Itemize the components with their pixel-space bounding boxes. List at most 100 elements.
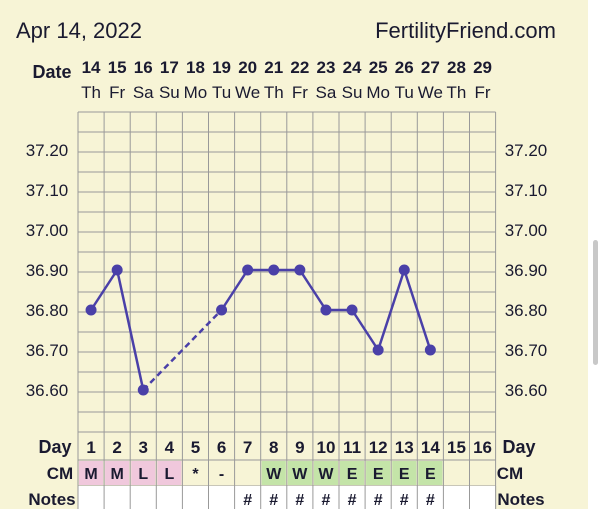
note-marker: #: [243, 492, 252, 509]
temperature-point: [268, 264, 280, 276]
temperature-point: [372, 344, 384, 356]
date-number: 16: [134, 58, 153, 77]
cm-row-label-right: CM: [497, 464, 523, 483]
y-tick-right: 36.70: [505, 341, 548, 360]
note-marker: #: [295, 492, 304, 509]
temperature-point: [85, 304, 97, 316]
scrollbar-thumb[interactable]: [593, 240, 598, 365]
date-row-label: Date: [32, 62, 71, 82]
weekday-label: Sa: [133, 83, 154, 102]
header-date: Apr 14, 2022: [16, 18, 142, 43]
temperature-point: [137, 384, 149, 396]
chart-background: [0, 0, 588, 509]
weekday-label: Tu: [212, 83, 231, 102]
cm-value: W: [266, 466, 282, 483]
cm-cell: [340, 461, 365, 485]
weekday-label: Tu: [395, 83, 414, 102]
date-number: 25: [369, 58, 388, 77]
weekday-label: Th: [264, 83, 284, 102]
day-row-label: Day: [38, 437, 71, 457]
cycle-day-number: 7: [243, 438, 252, 457]
notes-row-label: Notes: [28, 490, 75, 509]
series-segment: [90, 269, 119, 311]
cycle-day-number: 9: [295, 438, 304, 457]
date-number: 17: [160, 58, 179, 77]
date-number: 19: [212, 58, 231, 77]
cm-cell: [418, 461, 443, 485]
y-tick-left: 36.70: [26, 341, 69, 360]
cm-cell: [157, 461, 182, 485]
note-marker: #: [374, 492, 383, 509]
cm-value: E: [347, 466, 358, 483]
y-tick-left: 37.10: [26, 181, 69, 200]
series-segment: [220, 269, 249, 311]
cm-cell: [79, 461, 104, 485]
temperature-point: [424, 344, 436, 356]
cm-cell: [313, 461, 338, 485]
date-number: 22: [290, 58, 309, 77]
weekday-label: Sa: [316, 83, 337, 102]
weekday-label: Mo: [366, 83, 390, 102]
cycle-day-number: 2: [112, 438, 121, 457]
cycle-day-number: 12: [369, 438, 388, 457]
cycle-day-number: 6: [217, 438, 226, 457]
note-marker: #: [348, 492, 357, 509]
note-marker: #: [426, 492, 435, 509]
cycle-day-number: 1: [86, 438, 95, 457]
weekday-label: Fr: [475, 83, 491, 102]
cycle-day-number: 16: [473, 438, 492, 457]
y-tick-left: 37.00: [26, 221, 69, 240]
weekday-label: Fr: [292, 83, 308, 102]
y-tick-left: 36.60: [26, 381, 69, 400]
cycle-day-number: 14: [421, 438, 440, 457]
cycle-day-number: 15: [447, 438, 466, 457]
weekday-label: Mo: [184, 83, 208, 102]
date-number: 15: [108, 58, 127, 77]
cm-value: L: [138, 466, 148, 483]
y-tick-left: 36.90: [26, 261, 69, 280]
cycle-day-number: 8: [269, 438, 278, 457]
date-number: 23: [316, 58, 335, 77]
note-marker: #: [400, 492, 409, 509]
cm-value: E: [373, 466, 384, 483]
cm-value: L: [164, 466, 174, 483]
y-tick-right: 36.60: [505, 381, 548, 400]
cm-value: W: [318, 466, 334, 483]
cm-value: M: [110, 466, 123, 483]
cycle-day-number: 11: [343, 438, 361, 457]
series-segment-dashed: [142, 309, 223, 391]
series-segment: [376, 269, 406, 351]
y-tick-right: 36.90: [505, 261, 548, 280]
cm-cell: [392, 461, 417, 485]
date-number: 29: [473, 58, 492, 77]
cm-cell: [366, 461, 391, 485]
note-marker: #: [321, 492, 330, 509]
series-segment: [298, 269, 327, 311]
weekday-label: We: [235, 83, 260, 102]
date-number: 26: [395, 58, 414, 77]
cm-value: -: [219, 466, 224, 483]
weekday-label: We: [418, 83, 443, 102]
cm-cell: [261, 461, 286, 485]
date-number: 20: [238, 58, 257, 77]
y-tick-right: 36.80: [505, 301, 548, 320]
weekday-label: Su: [342, 83, 363, 102]
series-segment: [115, 269, 145, 391]
cycle-day-number: 10: [316, 438, 335, 457]
cycle-day-number: 3: [139, 438, 148, 457]
notes-row-label-right: Notes: [497, 490, 544, 509]
series-segment: [403, 269, 432, 351]
note-marker: #: [269, 492, 278, 509]
temperature-point: [216, 304, 228, 316]
temperature-point: [294, 264, 306, 276]
weekday-label: Th: [447, 83, 467, 102]
y-tick-left: 37.20: [26, 141, 69, 160]
date-number: 24: [343, 58, 362, 77]
y-tick-right: 37.10: [505, 181, 548, 200]
header-site: FertilityFriend.com: [375, 18, 556, 43]
series-segment: [351, 309, 380, 351]
cm-value: W: [292, 466, 308, 483]
cycle-day-number: 13: [395, 438, 414, 457]
y-tick-left: 36.80: [26, 301, 69, 320]
